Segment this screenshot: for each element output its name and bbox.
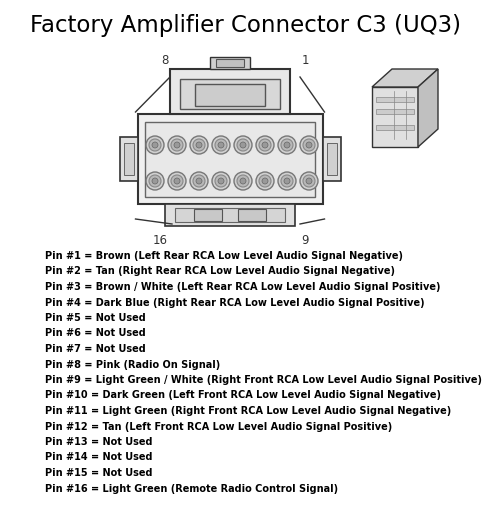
- Text: Pin #15 = Not Used: Pin #15 = Not Used: [45, 468, 152, 478]
- Circle shape: [149, 139, 161, 151]
- Circle shape: [190, 172, 208, 190]
- Circle shape: [237, 175, 249, 187]
- Text: 16: 16: [152, 234, 168, 247]
- Text: 9: 9: [301, 234, 309, 247]
- Text: Pin #10 = Dark Green (Left Front RCA Low Level Audio Signal Negative): Pin #10 = Dark Green (Left Front RCA Low…: [45, 390, 441, 401]
- Bar: [216, 59, 244, 67]
- Text: Pin #16 = Light Green (Remote Radio Control Signal): Pin #16 = Light Green (Remote Radio Cont…: [45, 484, 338, 494]
- Circle shape: [240, 142, 246, 148]
- Text: Pin #13 = Not Used: Pin #13 = Not Used: [45, 437, 152, 447]
- Bar: [376, 109, 414, 114]
- Circle shape: [259, 139, 271, 151]
- Circle shape: [262, 142, 268, 148]
- Circle shape: [190, 136, 208, 154]
- Bar: [170, 69, 290, 114]
- Polygon shape: [372, 87, 418, 147]
- Circle shape: [256, 136, 274, 154]
- Text: Pin #14 = Not Used: Pin #14 = Not Used: [45, 453, 152, 463]
- Circle shape: [168, 136, 186, 154]
- Circle shape: [171, 139, 183, 151]
- Circle shape: [149, 175, 161, 187]
- Bar: [376, 97, 414, 102]
- Bar: [124, 143, 134, 175]
- Circle shape: [171, 175, 183, 187]
- Text: Pin #9 = Light Green / White (Right Front RCA Low Level Audio Signal Positive): Pin #9 = Light Green / White (Right Fron…: [45, 375, 482, 385]
- Bar: [165, 204, 295, 226]
- Circle shape: [168, 172, 186, 190]
- Text: Pin #3 = Brown / White (Left Rear RCA Low Level Audio Signal Positive): Pin #3 = Brown / White (Left Rear RCA Lo…: [45, 282, 441, 292]
- Text: 8: 8: [161, 54, 169, 67]
- Circle shape: [237, 139, 249, 151]
- Circle shape: [300, 172, 318, 190]
- Circle shape: [256, 172, 274, 190]
- Bar: [322, 137, 341, 181]
- Bar: [326, 143, 337, 175]
- Circle shape: [306, 142, 312, 148]
- Circle shape: [193, 175, 205, 187]
- Text: 1: 1: [301, 54, 309, 67]
- Circle shape: [212, 136, 230, 154]
- Bar: [145, 122, 315, 196]
- Circle shape: [174, 178, 180, 184]
- Text: Pin #7 = Not Used: Pin #7 = Not Used: [45, 344, 146, 354]
- Circle shape: [152, 178, 158, 184]
- Polygon shape: [418, 69, 438, 147]
- Circle shape: [303, 175, 315, 187]
- Circle shape: [193, 139, 205, 151]
- Bar: [180, 79, 280, 109]
- Bar: [194, 209, 222, 221]
- Bar: [376, 125, 414, 130]
- Text: Pin #5 = Not Used: Pin #5 = Not Used: [45, 313, 146, 323]
- Text: Pin #11 = Light Green (Right Front RCA Low Level Audio Signal Negative): Pin #11 = Light Green (Right Front RCA L…: [45, 406, 451, 416]
- Circle shape: [306, 178, 312, 184]
- Text: Pin #4 = Dark Blue (Right Rear RCA Low Level Audio Signal Positive): Pin #4 = Dark Blue (Right Rear RCA Low L…: [45, 297, 424, 307]
- Bar: [210, 57, 250, 69]
- Text: Pin #2 = Tan (Right Rear RCA Low Level Audio Signal Negative): Pin #2 = Tan (Right Rear RCA Low Level A…: [45, 267, 395, 276]
- Bar: [119, 137, 138, 181]
- Polygon shape: [372, 69, 438, 87]
- Text: Pin #8 = Pink (Radio On Signal): Pin #8 = Pink (Radio On Signal): [45, 359, 220, 370]
- Circle shape: [218, 178, 224, 184]
- Circle shape: [303, 139, 315, 151]
- Text: Pin #12 = Tan (Left Front RCA Low Level Audio Signal Positive): Pin #12 = Tan (Left Front RCA Low Level …: [45, 421, 392, 432]
- Text: Pin #6 = Not Used: Pin #6 = Not Used: [45, 328, 146, 338]
- Circle shape: [234, 136, 252, 154]
- Circle shape: [152, 142, 158, 148]
- Text: Factory Amplifier Connector C3 (UQ3): Factory Amplifier Connector C3 (UQ3): [31, 14, 461, 37]
- Circle shape: [262, 178, 268, 184]
- Circle shape: [234, 172, 252, 190]
- Circle shape: [196, 142, 202, 148]
- Circle shape: [196, 178, 202, 184]
- Bar: [138, 114, 322, 204]
- Circle shape: [215, 139, 227, 151]
- Circle shape: [218, 142, 224, 148]
- Circle shape: [146, 136, 164, 154]
- Circle shape: [300, 136, 318, 154]
- Text: Pin #1 = Brown (Left Rear RCA Low Level Audio Signal Negative): Pin #1 = Brown (Left Rear RCA Low Level …: [45, 251, 403, 261]
- Bar: [195, 84, 265, 106]
- Circle shape: [281, 139, 293, 151]
- Circle shape: [259, 175, 271, 187]
- Circle shape: [240, 178, 246, 184]
- Circle shape: [146, 172, 164, 190]
- Circle shape: [281, 175, 293, 187]
- Circle shape: [174, 142, 180, 148]
- Circle shape: [278, 172, 296, 190]
- Circle shape: [212, 172, 230, 190]
- Bar: [238, 209, 266, 221]
- Circle shape: [278, 136, 296, 154]
- Circle shape: [284, 178, 290, 184]
- Circle shape: [284, 142, 290, 148]
- Circle shape: [215, 175, 227, 187]
- Bar: [175, 208, 285, 222]
